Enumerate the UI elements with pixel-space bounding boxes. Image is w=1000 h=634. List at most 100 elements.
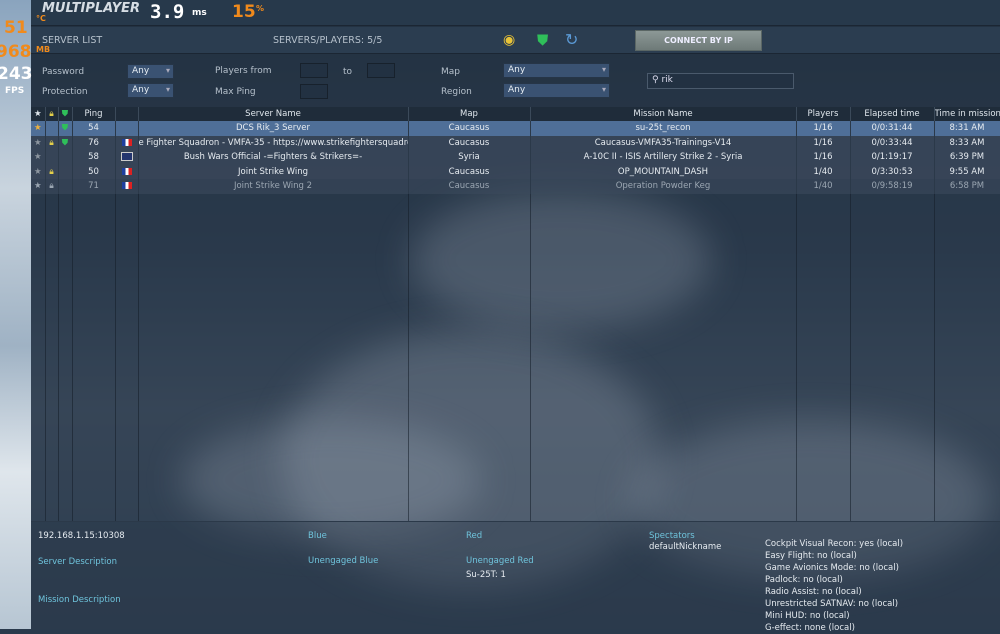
map-cell: Caucasus xyxy=(408,164,531,179)
load-value: 15 xyxy=(232,2,256,22)
table-row[interactable]: ★ 🔒︎ 71 Joint Strike Wing 2 Caucasus Ope… xyxy=(31,179,1000,194)
search-input[interactable]: ⚲ rik xyxy=(647,73,794,89)
mem-value: 968 xyxy=(0,42,32,62)
table-row[interactable]: ★ 🔒︎ 50 Joint Strike Wing Caucasus OP_MO… xyxy=(31,164,1000,179)
unengaged-blue-label: Unengaged Blue xyxy=(308,556,379,566)
server-name-cell: Joint Strike Wing 2 xyxy=(138,179,409,194)
server-address: 192.168.1.15:10308 xyxy=(38,531,125,541)
shield-icon: ⛊ xyxy=(58,121,73,136)
favorite-star-icon[interactable]: ★ xyxy=(31,164,46,179)
column-divider xyxy=(408,194,409,521)
no-shield xyxy=(58,150,73,165)
server-option: Radio Assist: no (local) xyxy=(765,587,862,597)
multiplayer-panel xyxy=(31,0,1000,629)
column-divider xyxy=(934,194,935,521)
server-option: Unrestricted SATNAV: no (local) xyxy=(765,599,899,609)
col-mission-name[interactable]: Mission Name xyxy=(530,107,797,121)
no-shield xyxy=(58,179,73,194)
table-row[interactable]: ★ 58 Bush Wars Official -=Fighters & Str… xyxy=(31,150,1000,165)
favorite-star-icon[interactable]: ★ xyxy=(31,135,46,150)
favorite-star-icon[interactable]: ★ xyxy=(31,179,46,194)
lock-icon: 🔒︎ xyxy=(45,164,59,179)
red-label: Red xyxy=(466,531,483,541)
title-bar xyxy=(31,0,1000,26)
mission-name-cell: Operation Powder Keg xyxy=(530,179,797,194)
col-ping[interactable]: Ping xyxy=(72,107,116,121)
col-elapsed-time[interactable]: Elapsed time xyxy=(850,107,935,121)
column-divider xyxy=(58,194,59,521)
server-name-cell: DCS Rik_3 Server xyxy=(138,121,409,136)
players-to-input[interactable] xyxy=(367,63,395,78)
ping-cell: 58 xyxy=(72,150,116,165)
column-divider xyxy=(530,194,531,521)
unengaged-red-label: Unengaged Red xyxy=(466,556,534,566)
server-option: Easy Flight: no (local) xyxy=(765,551,857,561)
map-cell: Caucasus xyxy=(408,179,531,194)
column-divider xyxy=(138,194,139,521)
server-option: Mini HUD: no (local) xyxy=(765,611,850,621)
favorite-star-icon[interactable]: ★ xyxy=(31,121,46,136)
flag-cell xyxy=(115,150,139,165)
col-players[interactable]: Players xyxy=(796,107,851,121)
server-options-list: Cockpit Visual Recon: yes (local) Easy Fl… xyxy=(765,538,903,634)
mission-name-cell: A-10C II - ISIS Artillery Strike 2 - Syr… xyxy=(530,150,797,165)
refresh-icon[interactable]: ↻ xyxy=(565,30,579,49)
map-select[interactable]: Any xyxy=(503,63,610,78)
server-list-bar xyxy=(31,27,1000,54)
ping-cell: 50 xyxy=(72,164,116,179)
table-row[interactable]: ★ 🔒︎ ⛊ 76 e Fighter Squadron - VMFA-35 -… xyxy=(31,135,1000,150)
time-in-mission-cell: 9:55 AM xyxy=(934,164,1000,179)
region-select[interactable]: Any xyxy=(503,83,610,98)
favorite-column-header[interactable]: ★ xyxy=(31,107,46,121)
search-value: rik xyxy=(661,75,673,85)
elapsed-time-cell: 0/9:58:19 xyxy=(850,179,935,194)
eye-icon[interactable]: ◉ xyxy=(503,32,516,48)
server-option: G-effect: none (local) xyxy=(765,623,855,633)
server-name-cell: Bush Wars Official -=Fighters & Strikers… xyxy=(138,150,409,165)
unengaged-red-value: Su-25T: 1 xyxy=(466,570,506,580)
flag-cell xyxy=(115,121,139,136)
ping-cell: 76 xyxy=(72,135,116,150)
server-list-tab[interactable]: SERVER LIST xyxy=(42,35,103,46)
table-row[interactable]: ★ ⛊ 54 DCS Rik_3 Server Caucasus su-25t_… xyxy=(31,121,1000,136)
flag-fr-icon xyxy=(121,138,132,146)
server-name-cell: Joint Strike Wing xyxy=(138,164,409,179)
players-from-input[interactable] xyxy=(300,63,328,78)
blue-label: Blue xyxy=(308,531,327,541)
connect-by-ip-button[interactable]: CONNECT BY IP xyxy=(635,30,762,51)
time-in-mission-cell: 6:58 PM xyxy=(934,179,1000,194)
column-divider xyxy=(45,194,46,521)
shield-icon: ⛊ xyxy=(58,135,73,150)
max-ping-input[interactable] xyxy=(300,84,328,99)
shield-icon[interactable]: ⛊ xyxy=(537,31,549,49)
flag-fr-icon xyxy=(121,182,132,190)
players-cell: 1/16 xyxy=(796,121,851,136)
elapsed-time-cell: 0/1:19:17 xyxy=(850,150,935,165)
protection-select[interactable]: Any xyxy=(127,83,174,98)
table-header: ★ 🔒︎ ⛊ Ping Server Name Map Mission Name… xyxy=(31,107,1000,121)
load-unit: % xyxy=(256,4,265,13)
no-lock xyxy=(45,121,59,136)
time-in-mission-cell: 8:33 AM xyxy=(934,135,1000,150)
column-divider xyxy=(850,194,851,521)
servers-players-count: SERVERS/PLAYERS: 5/5 xyxy=(273,35,383,46)
time-in-mission-cell: 8:31 AM xyxy=(934,121,1000,136)
fps-value: 243 xyxy=(0,64,33,84)
players-from-label: Players from xyxy=(215,66,272,76)
password-select[interactable]: Any xyxy=(127,64,174,79)
map-cell: Caucasus xyxy=(408,121,531,136)
col-map[interactable]: Map xyxy=(408,107,531,121)
page-title: MULTIPLAYER xyxy=(42,1,141,16)
col-time-in-mission[interactable]: Time in mission xyxy=(934,107,1000,121)
spectators-label: Spectators xyxy=(649,531,695,541)
col-server-name[interactable]: Server Name xyxy=(138,107,409,121)
search-icon: ⚲ xyxy=(652,75,659,85)
no-lock xyxy=(45,150,59,165)
lock-column-header[interactable]: 🔒︎ xyxy=(45,107,59,121)
players-cell: 1/40 xyxy=(796,179,851,194)
elapsed-time-cell: 0/0:33:44 xyxy=(850,135,935,150)
time-in-mission-cell: 6:39 PM xyxy=(934,150,1000,165)
favorite-star-icon[interactable]: ★ xyxy=(31,150,46,165)
mission-name-cell: su-25t_recon xyxy=(530,121,797,136)
shield-column-header[interactable]: ⛊ xyxy=(58,107,73,121)
